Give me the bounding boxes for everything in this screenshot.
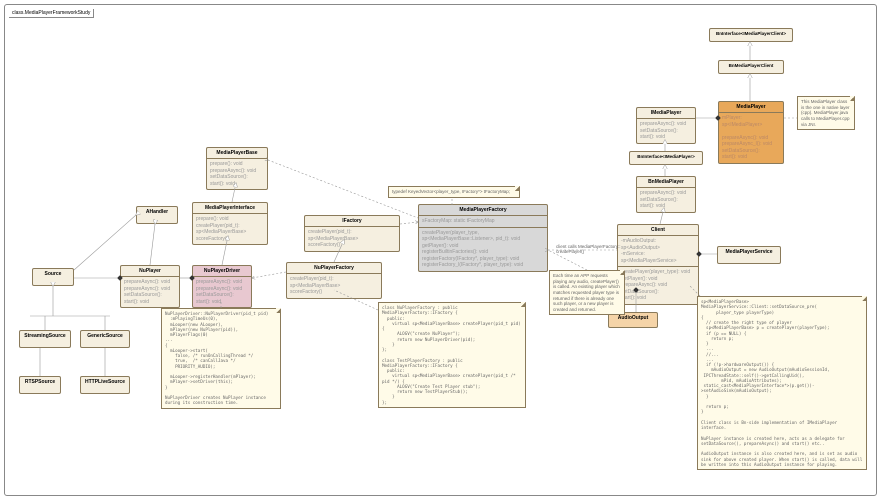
class-imediaplayer: IMediaPlayer prepareAsync(): void setDat…	[636, 107, 696, 144]
note-factory-text: class NuPlayerFactory : public MediaPlay…	[382, 305, 522, 405]
class-source: Source	[32, 268, 74, 286]
mediaplayer-methods: mPlayer: sp<IMediaPlayer> prepareAsync()…	[719, 113, 783, 163]
note-eachtime: Each time an APP requests playing any au…	[549, 270, 625, 315]
class-ifactory: IFactory createPlayer(pid_t): sp<MediaPl…	[304, 215, 400, 252]
bnmediaplayer-methods: prepareAsync(): void setDataSource(): st…	[637, 188, 695, 212]
class-bnmediaplayerclient: BnMediaPlayerClient	[718, 60, 784, 74]
nuplayer-title: NuPlayer	[121, 266, 179, 277]
class-nuplayerfactory: NuPlayerFactory createPlayer(pid_t): sp<…	[286, 262, 382, 299]
note-nuplayerdriver-text: NuPlayerDriver::NuPlayerDriver(pid_t pid…	[165, 311, 277, 406]
class-mediaplayerinterface: MediaPlayerInterface prepare(): void cre…	[192, 202, 268, 245]
mpservice-title: MediaPlayerService	[718, 247, 780, 257]
mpinterface-methods: prepare(): void createPlayer(pid_t): sp<…	[193, 214, 267, 244]
mpbase-title: MediaPlayerBase	[207, 148, 267, 159]
class-mediaplayerbase: MediaPlayerBase prepare(): void prepareA…	[206, 147, 268, 190]
class-nuplayerdriver: NuPlayerDriver prepareAsync(): void prep…	[192, 265, 252, 308]
imediaplayer-methods: prepareAsync(): void setDataSource(): st…	[637, 119, 695, 143]
class-streamingsource: StreamingSource	[19, 330, 71, 348]
class-client: Client -mAudioOutput: sp<AudioOutput> -m…	[617, 224, 699, 305]
note-typedef: typedef KeyedVector<player_type, IFactor…	[388, 186, 520, 198]
bninterfacecli-title: BnInterface<IMediaPlayerClient>	[710, 29, 792, 38]
bnmpcli-title: BnMediaPlayerClient	[719, 61, 783, 70]
class-nuplayer: NuPlayer prepareAsync(): void prepareAsy…	[120, 265, 180, 308]
note-nuplayerdriver: NuPlayerDriver::NuPlayerDriver(pid_t pid…	[161, 308, 281, 409]
note-typedef-text: typedef KeyedVector<player_type, IFactor…	[392, 189, 510, 194]
nuplayerdriver-methods: prepareAsync(): void prepareAsync(): voi…	[193, 277, 251, 307]
class-rtspsource: RTSPSource	[19, 376, 61, 394]
httplive-title: HTTPLiveSource	[81, 377, 129, 387]
bnmediaplayer-title: BnMediaPlayer	[637, 177, 695, 188]
note-mediaplayer-native: This MediaPlayer class is the one in nat…	[797, 96, 855, 130]
class-bnmediaplayer: BnMediaPlayer prepareAsync(): void setDa…	[636, 176, 696, 213]
ifactory-methods: createPlayer(pid_t): sp<MediaPlayerBase>…	[305, 227, 399, 251]
mpinterface-title: MediaPlayerInterface	[193, 203, 267, 214]
note-clientimpl-text: sp<MediaPlayerBase> MediaPlayerService::…	[701, 299, 863, 467]
note-eachtime-text: Each time an APP requests playing any au…	[553, 273, 620, 312]
class-mediaplayerservice: MediaPlayerService	[717, 246, 781, 264]
imediaplayer-title: IMediaPlayer	[637, 108, 695, 119]
mpbase-methods: prepare(): void prepareAsync(): void set…	[207, 159, 267, 189]
client-title: Client	[618, 225, 698, 236]
generic-title: GenericSource	[81, 331, 129, 341]
ahandler-title: AHandler	[137, 207, 177, 217]
ifactory-title: IFactory	[305, 216, 399, 227]
bninterfaceimp-title: BnInterface<IMediaPlayer>	[630, 152, 702, 161]
source-title: Source	[33, 269, 73, 279]
class-bninterface-client: BnInterface<IMediaPlayerClient>	[709, 28, 793, 42]
mpfactory-fields: sFactoryMap: static tFactoryMap	[419, 216, 547, 227]
note-factory: class NuPlayerFactory : public MediaPlay…	[378, 302, 526, 408]
frame-label: class.MediaPlayerFrameworkStudy	[9, 9, 94, 18]
class-ahandler: AHandler	[136, 206, 178, 224]
note-clientimpl: sp<MediaPlayerBase> MediaPlayerService::…	[697, 296, 867, 470]
note-mpnative-text: This MediaPlayer class is the one in nat…	[801, 99, 850, 127]
rtsp-title: RTSPSource	[20, 377, 60, 387]
mpfactory-methods: createPlayer(player_type, sp<MediaPlayer…	[419, 227, 547, 271]
nupfactory-methods: createPlayer(pid_t): sp<MediaPlayerBase>…	[287, 274, 381, 298]
streaming-title: StreamingSource	[20, 331, 70, 341]
mpfactory-title: MediaPlayerFactory	[419, 205, 547, 216]
client-fields: -mAudioOutput: sp<AudioOutput> -mService…	[618, 236, 698, 266]
class-mediaplayer: MediaPlayer mPlayer: sp<IMediaPlayer> pr…	[718, 101, 784, 164]
nuplayer-methods: prepareAsync(): void prepareAsync(): voi…	[121, 277, 179, 307]
label-clientcall: client calls MediaPlayerFactory:: create…	[556, 244, 626, 254]
nupfactory-title: NuPlayerFactory	[287, 263, 381, 274]
class-bninterface-imp: BnInterface<IMediaPlayer>	[629, 151, 703, 165]
class-mediaplayerfactory: MediaPlayerFactory sFactoryMap: static t…	[418, 204, 548, 272]
class-httplivesource: HTTPLiveSource	[80, 376, 130, 394]
client-methods: createPlayer(player_type): void getPlaye…	[618, 266, 698, 304]
mediaplayer-title: MediaPlayer	[719, 102, 783, 113]
class-genericsource: GenericSource	[80, 330, 130, 348]
nuplayerdriver-title: NuPlayerDriver	[193, 266, 251, 277]
